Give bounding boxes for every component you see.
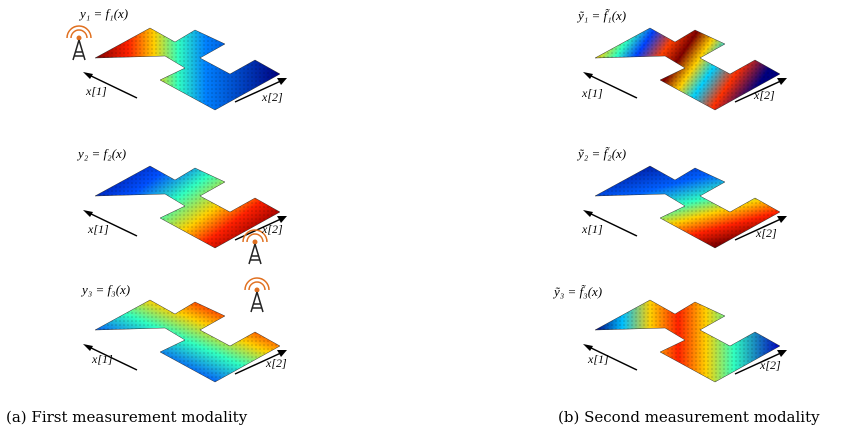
equation-a2: y₂ = f₂(x) — [78, 146, 127, 161]
antenna-icon — [242, 229, 268, 265]
equation-b3: ỹ₃ = f̃₃(x) — [554, 284, 603, 299]
x1-label-b2: x[1] — [582, 222, 603, 236]
panel-b1 — [555, 0, 795, 130]
x2-label-b2: x[2] — [756, 226, 777, 240]
panel-b3 — [555, 272, 795, 402]
equation-a3: y₃ = f₃(x) — [82, 282, 131, 297]
equation-a1: y₁ = f₁(x) — [80, 6, 129, 21]
surface-a2 — [83, 165, 287, 265]
x1-arrow — [86, 73, 138, 99]
surface-a1 — [66, 25, 287, 111]
panel-b2 — [555, 138, 795, 268]
x2-label-b1: x[2] — [754, 88, 775, 102]
surface-b1 — [583, 27, 787, 111]
x1-label-b3: x[1] — [588, 352, 609, 366]
panel-a1 — [55, 0, 295, 130]
equation-b1: ỹ₁ = f̃₁(x) — [578, 8, 627, 23]
panel-a3 — [55, 272, 295, 402]
x1-label-a2: x[1] — [88, 222, 109, 236]
x2-label-a3: x[2] — [266, 356, 287, 370]
surface-a3 — [83, 277, 287, 383]
x2-label-a1: x[2] — [262, 90, 283, 104]
antenna-icon — [66, 25, 92, 61]
x1-label-a1: x[1] — [86, 84, 107, 98]
antenna-icon — [244, 277, 270, 313]
panel-a2 — [55, 138, 295, 268]
x2-arrow — [234, 79, 284, 103]
x2-label-b3: x[2] — [760, 358, 781, 372]
surface-b3 — [583, 299, 787, 383]
x1-label-a3: x[1] — [92, 352, 113, 366]
x2-label-a2: x[2] — [262, 222, 283, 236]
x1-label-b1: x[1] — [582, 86, 603, 100]
caption-b: (b) Second measurement modality — [558, 408, 820, 426]
surface-b2 — [583, 165, 787, 249]
equation-b2: ỹ₂ = f̃₂(x) — [578, 146, 627, 161]
caption-a: (a) First measurement modality — [6, 408, 248, 426]
